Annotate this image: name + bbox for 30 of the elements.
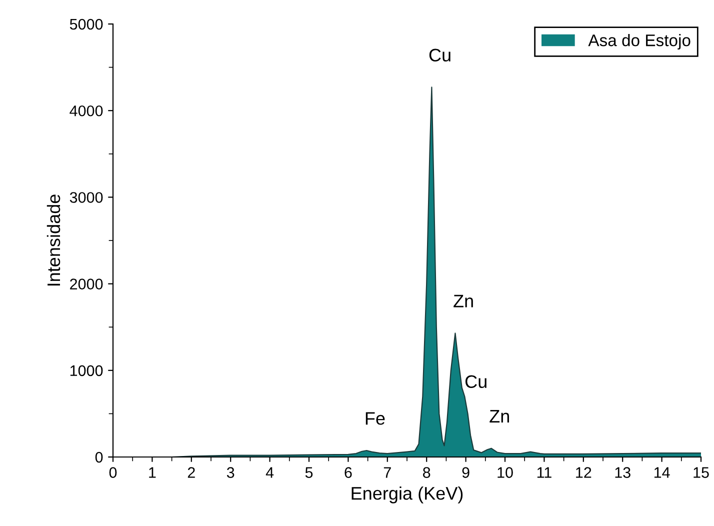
annotation: Fe xyxy=(366,412,385,425)
x-tick-label: 11 xyxy=(537,467,552,478)
legend-label: Asa do Estojo xyxy=(588,34,690,50)
x-tick-label: 13 xyxy=(615,467,630,478)
x-tick-label: 6 xyxy=(344,467,352,478)
x-tick-label: 1 xyxy=(149,467,156,478)
x-tick-label: 3 xyxy=(226,467,234,478)
x-tick-label: 10 xyxy=(498,467,513,478)
y-tick-label: 4000 xyxy=(70,105,103,116)
x-tick-label: 12 xyxy=(576,467,592,478)
x-tick-label: 14 xyxy=(654,467,670,478)
x-tick-label: 2 xyxy=(188,467,195,478)
x-axis-title: Energia (KeV) xyxy=(352,486,463,504)
x-tick-label: 9 xyxy=(462,467,470,478)
y-axis-title: Intensidade xyxy=(46,194,60,286)
y-tick-label: 2000 xyxy=(70,278,103,290)
annotation: Cu xyxy=(465,375,486,388)
x-tick-label: 15 xyxy=(694,467,709,478)
x-tick-label: 8 xyxy=(423,467,430,478)
annotation: Zn xyxy=(454,294,473,308)
x-tick-label: 4 xyxy=(266,467,274,478)
y-tick-label: 5000 xyxy=(70,18,103,30)
y-tick-label: 0 xyxy=(95,452,103,463)
annotation: Cu xyxy=(429,48,450,62)
y-tick-label: 3000 xyxy=(70,192,103,203)
y-tick-label: 1000 xyxy=(70,365,103,376)
x-tick-label: 7 xyxy=(384,467,391,478)
annotation: Zn xyxy=(490,410,509,422)
x-tick-label: 0 xyxy=(109,467,117,478)
x-tick-label: 5 xyxy=(305,467,313,478)
